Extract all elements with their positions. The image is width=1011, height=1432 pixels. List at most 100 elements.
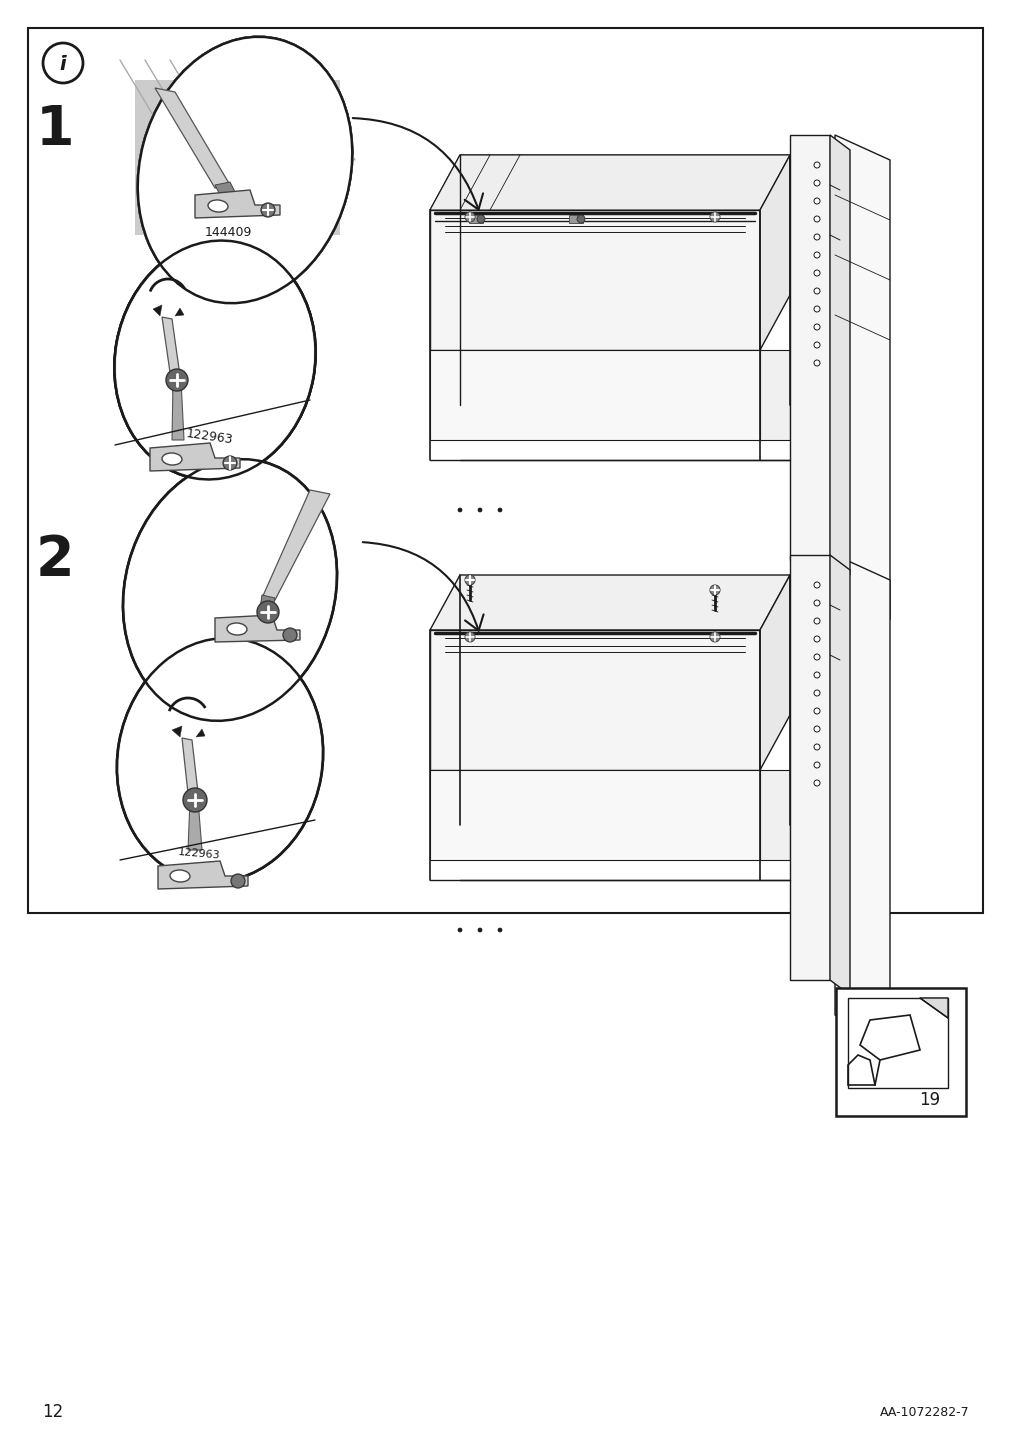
- Text: 144409: 144409: [204, 225, 252, 239]
- Circle shape: [813, 762, 819, 768]
- Ellipse shape: [118, 640, 320, 879]
- Circle shape: [477, 508, 481, 513]
- Ellipse shape: [162, 453, 182, 465]
- Polygon shape: [834, 556, 889, 1040]
- Polygon shape: [214, 182, 235, 195]
- Text: 122963: 122963: [178, 848, 220, 861]
- Circle shape: [257, 601, 279, 623]
- Text: 2x: 2x: [200, 69, 223, 87]
- Circle shape: [813, 690, 819, 696]
- Circle shape: [497, 928, 501, 932]
- Circle shape: [183, 788, 207, 812]
- Text: 19: 19: [918, 1091, 939, 1108]
- Ellipse shape: [116, 639, 323, 882]
- Polygon shape: [153, 305, 162, 316]
- Polygon shape: [182, 737, 200, 812]
- Polygon shape: [468, 215, 482, 223]
- Circle shape: [813, 636, 819, 642]
- Polygon shape: [150, 442, 240, 471]
- Polygon shape: [568, 215, 582, 223]
- Circle shape: [813, 619, 819, 624]
- Ellipse shape: [114, 241, 315, 480]
- Ellipse shape: [136, 36, 353, 304]
- Ellipse shape: [170, 871, 190, 882]
- Bar: [28, 29, 982, 914]
- Circle shape: [813, 198, 819, 203]
- Ellipse shape: [137, 37, 352, 304]
- Circle shape: [710, 212, 719, 222]
- Ellipse shape: [124, 461, 335, 719]
- Ellipse shape: [137, 37, 352, 304]
- Ellipse shape: [208, 200, 227, 212]
- Polygon shape: [834, 135, 889, 620]
- Circle shape: [813, 745, 819, 750]
- Circle shape: [458, 508, 462, 513]
- Circle shape: [813, 654, 819, 660]
- Circle shape: [458, 928, 462, 932]
- Circle shape: [813, 162, 819, 168]
- Polygon shape: [214, 614, 299, 642]
- Polygon shape: [829, 135, 849, 576]
- Polygon shape: [172, 726, 182, 737]
- Circle shape: [476, 215, 484, 223]
- Circle shape: [813, 359, 819, 367]
- Polygon shape: [188, 800, 202, 851]
- Text: 122963: 122963: [185, 427, 234, 447]
- Circle shape: [813, 581, 819, 589]
- Polygon shape: [430, 576, 790, 630]
- FancyArrowPatch shape: [353, 117, 482, 209]
- Text: 2: 2: [35, 533, 74, 587]
- Circle shape: [813, 252, 819, 258]
- Polygon shape: [430, 155, 790, 211]
- Circle shape: [464, 212, 474, 222]
- Circle shape: [813, 707, 819, 715]
- Circle shape: [166, 369, 188, 391]
- Circle shape: [813, 780, 819, 786]
- Circle shape: [710, 632, 719, 642]
- Polygon shape: [919, 998, 947, 1018]
- Circle shape: [813, 216, 819, 222]
- Text: •: •: [61, 53, 65, 59]
- Ellipse shape: [114, 241, 315, 480]
- Polygon shape: [158, 861, 248, 889]
- Text: i: i: [60, 56, 67, 74]
- FancyArrowPatch shape: [362, 543, 483, 630]
- Polygon shape: [759, 770, 790, 861]
- Polygon shape: [790, 556, 829, 979]
- Circle shape: [576, 215, 584, 223]
- Polygon shape: [155, 87, 229, 188]
- Ellipse shape: [122, 460, 337, 720]
- Polygon shape: [196, 729, 205, 737]
- Circle shape: [813, 342, 819, 348]
- Polygon shape: [260, 596, 275, 611]
- Polygon shape: [430, 155, 790, 211]
- Bar: [835, 988, 966, 1116]
- Ellipse shape: [226, 623, 247, 634]
- Circle shape: [464, 576, 474, 586]
- Polygon shape: [175, 308, 184, 316]
- Polygon shape: [262, 490, 330, 600]
- Circle shape: [222, 455, 237, 470]
- Circle shape: [231, 874, 245, 888]
- Polygon shape: [759, 155, 790, 349]
- Polygon shape: [847, 998, 947, 1088]
- Circle shape: [813, 672, 819, 677]
- Circle shape: [497, 508, 501, 513]
- Circle shape: [813, 288, 819, 294]
- Polygon shape: [430, 630, 759, 770]
- Text: 12: 12: [42, 1403, 63, 1421]
- Text: 2x: 2x: [200, 498, 223, 517]
- Polygon shape: [759, 349, 790, 440]
- Circle shape: [42, 43, 83, 83]
- Polygon shape: [430, 770, 759, 861]
- Circle shape: [813, 726, 819, 732]
- Circle shape: [813, 306, 819, 312]
- Ellipse shape: [140, 39, 350, 301]
- Polygon shape: [759, 576, 790, 770]
- Polygon shape: [829, 556, 849, 995]
- Circle shape: [261, 203, 275, 218]
- Circle shape: [813, 180, 819, 186]
- Polygon shape: [195, 190, 280, 218]
- Circle shape: [710, 586, 719, 596]
- Circle shape: [283, 629, 296, 642]
